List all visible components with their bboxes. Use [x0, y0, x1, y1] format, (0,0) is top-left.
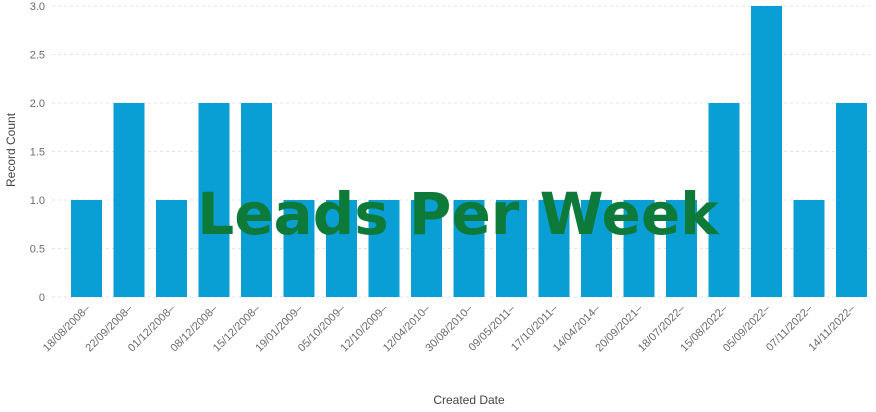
y-tick-label: 3.0	[30, 1, 45, 13]
y-tick-label: 1.5	[30, 147, 45, 159]
bar[interactable]	[283, 200, 315, 297]
bar[interactable]	[708, 103, 740, 297]
bar[interactable]	[241, 103, 272, 297]
y-tick-label: 1.0	[30, 195, 45, 207]
bar[interactable]	[113, 103, 145, 297]
bar[interactable]	[198, 103, 230, 297]
bar[interactable]	[836, 103, 867, 297]
x-axis-title: Created Date	[433, 393, 505, 407]
y-tick-label: 2.5	[30, 50, 45, 62]
bar[interactable]	[496, 200, 527, 297]
bar[interactable]	[411, 200, 442, 297]
bar[interactable]	[368, 200, 400, 297]
y-axis-ticks: 0 0.5 1.0 1.5 2.0 2.5 3.0	[30, 1, 45, 304]
bars	[71, 6, 867, 297]
y-axis-title: Record Count	[4, 112, 18, 187]
bar[interactable]	[71, 200, 102, 297]
bar[interactable]	[538, 200, 570, 297]
x-tick-label: 14/11/2022–	[806, 302, 858, 354]
bar[interactable]	[581, 200, 612, 297]
bar[interactable]	[453, 200, 485, 297]
y-tick-label: 0.5	[30, 244, 45, 256]
bar[interactable]	[666, 200, 697, 297]
y-tick-label: 2.0	[30, 98, 45, 110]
bar[interactable]	[156, 200, 187, 297]
bar[interactable]	[793, 200, 825, 297]
bar[interactable]	[326, 200, 357, 297]
bar[interactable]	[623, 200, 655, 297]
bar[interactable]	[751, 6, 782, 297]
chart-title: Leads Per Week	[197, 180, 720, 248]
x-axis-ticks: 18/08/2008–22/09/2008–01/12/2008–08/12/2…	[41, 302, 858, 354]
y-tick-label: 0	[39, 292, 45, 304]
